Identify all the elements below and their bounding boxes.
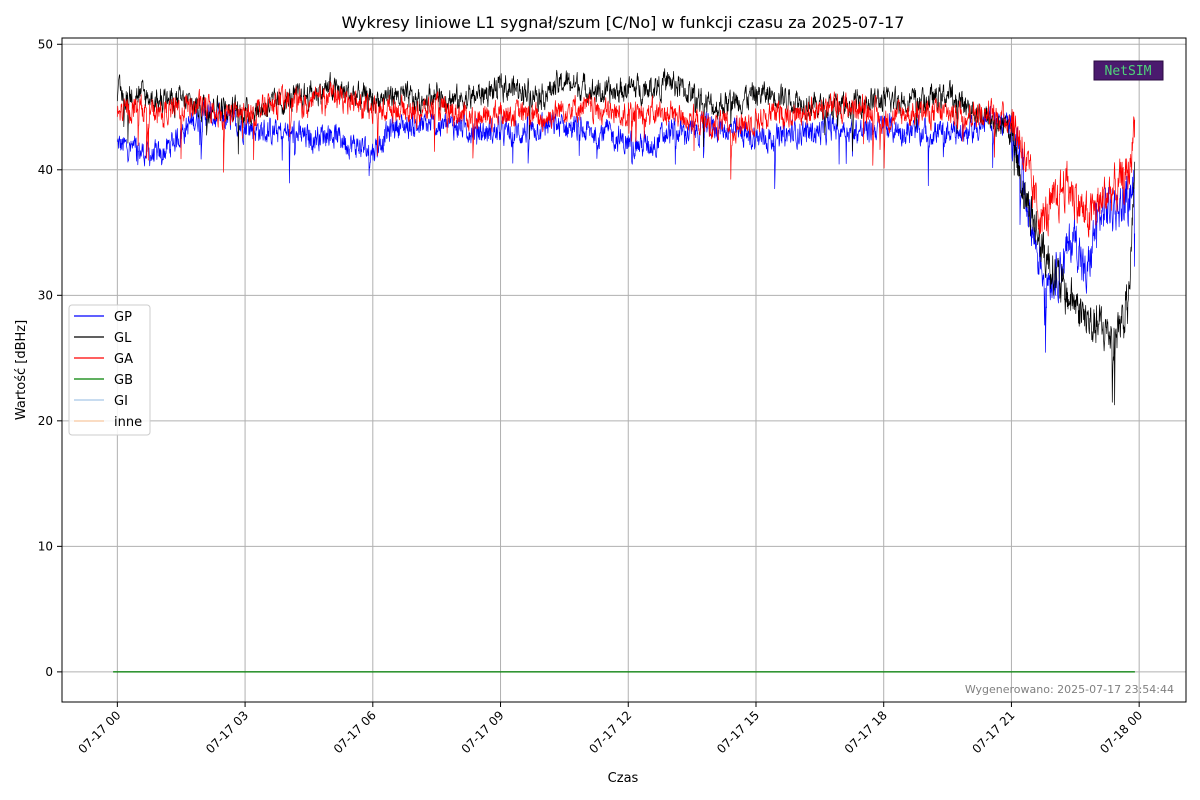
- y-tick-label: 50: [38, 37, 53, 51]
- legend-label: inne: [114, 415, 142, 430]
- y-tick-label: 40: [38, 163, 53, 177]
- y-tick-label: 0: [45, 665, 53, 679]
- legend: GP GL GA GB GI inne: [68, 304, 151, 436]
- y-axis-label: Wartość [dBHz]: [14, 320, 29, 420]
- legend-label: GL: [114, 331, 132, 346]
- y-tick-label: 30: [38, 288, 53, 302]
- y-axis-ticks: 0 10 20 30 40 50: [38, 37, 62, 679]
- series-line-gl: [116, 68, 1136, 406]
- legend-label: GI: [114, 394, 128, 409]
- generated-timestamp: Wygenerowano: 2025-07-17 23:54:44: [965, 683, 1174, 696]
- y-tick-label: 10: [38, 539, 53, 553]
- netsim-logo: NetSIM: [1093, 60, 1164, 81]
- logo-text: NetSIM: [1105, 64, 1152, 79]
- legend-label: GP: [114, 310, 132, 325]
- series-line-ga: [116, 81, 1136, 238]
- series-line-gp: [116, 101, 1136, 353]
- series-layer: [113, 68, 1136, 673]
- legend-label: GB: [114, 373, 133, 388]
- logo-background: [1093, 60, 1164, 81]
- x-axis-label: Czas: [608, 771, 639, 786]
- y-tick-label: 20: [38, 414, 53, 428]
- legend-label: GA: [114, 352, 133, 367]
- plot-frame: [61, 37, 1187, 703]
- chart-title: Wykresy liniowe L1 sygnał/szum [C/No] w …: [342, 13, 905, 32]
